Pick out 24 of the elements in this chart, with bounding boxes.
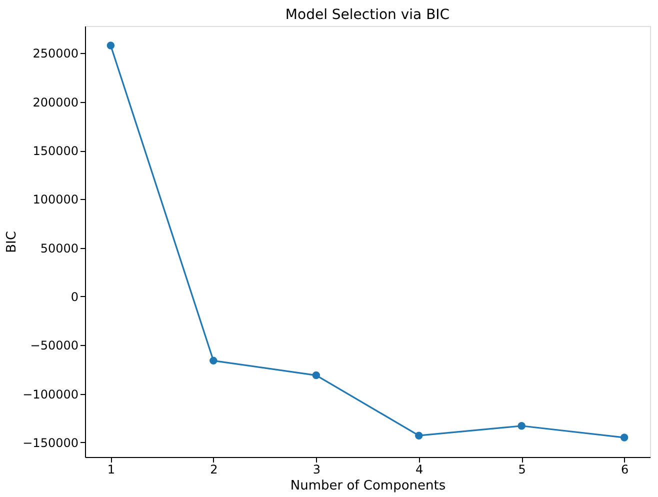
point [518,422,526,430]
x-tick-label: 2 [210,462,218,476]
y-tick-label: 200000 [32,95,78,110]
y-tick-label: 250000 [32,46,78,61]
chart-title: Model Selection via BIC [285,7,450,23]
y-tick-label: −100000 [22,387,78,402]
point [414,432,423,440]
x-tick-label: 4 [416,462,424,476]
x-tick-label: 6 [621,462,629,476]
point [106,42,115,50]
y-tick-label: 150000 [32,144,78,158]
point [210,356,218,365]
x-axis-title: Number of Components [290,478,446,494]
y-tick-label: 100000 [32,192,78,207]
x-tick-label: 5 [518,462,526,476]
point [620,434,628,442]
y-axis-title: BIC [4,231,20,253]
point [312,371,320,380]
x-tick-label: 1 [107,462,115,476]
x-tick-label: 3 [312,462,320,476]
y-tick-label: 50000 [40,241,78,256]
y-tick-label: −150000 [22,436,78,450]
y-tick-label: 0 [70,290,78,304]
y-tick-label: −50000 [30,338,78,353]
